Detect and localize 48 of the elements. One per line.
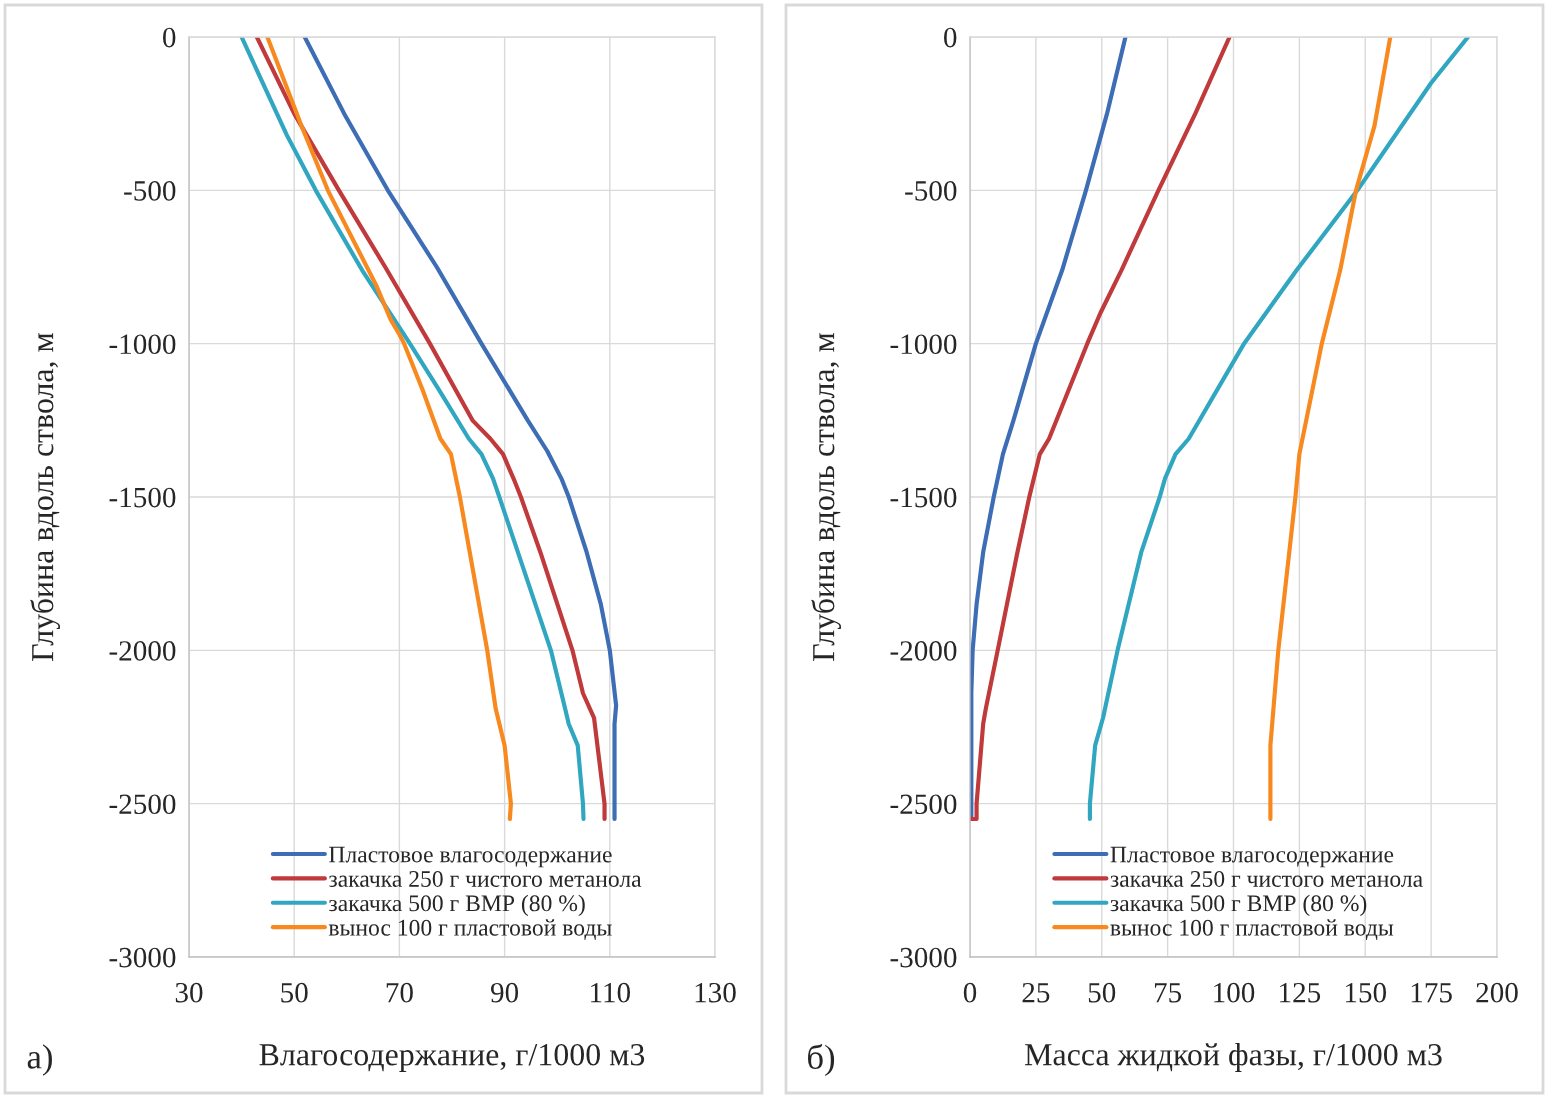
legend-label: закачка 250 г чистого метанола [329,870,642,887]
legend-label: Пластовое влагосодержание [329,846,612,868]
y-tick-label: -2500 [890,794,957,815]
legend-label: закачка 500 г ВМР (80 %) [1110,894,1367,917]
y-tick-label: -1500 [890,487,957,508]
y-tick-label: -2500 [109,794,176,815]
y-tick-label: -1500 [109,487,176,508]
x-tick-label: 70 [386,982,413,1003]
legend-label: закачка 250 г чистого метанола [1110,870,1423,887]
line-series [1087,37,1471,822]
x-tick-label: 50 [1088,982,1116,1003]
y-tick-label: 0 [163,27,176,48]
y-tick-label: -2000 [109,641,176,661]
x-tick-label: 90 [490,982,519,1003]
x-axis-title: Масса жидкой фазы, г/1000 м3 [1025,1043,1442,1072]
text: а) [27,1044,52,1076]
y-axis-title: Глубина вдоль ствола, м [30,332,60,661]
legend-label: закачка 500 г ВМР (80 %) [329,894,585,917]
y-tick-label: -1000 [890,334,957,355]
line-series [265,37,513,822]
x-tick-label: 150 [1345,982,1387,1003]
x-tick-label: 110 [591,982,631,1003]
y-tick-label: -500 [124,181,176,201]
y-tick-label: 0 [944,27,957,48]
x-tick-label: 200 [1476,982,1518,1003]
y-axis-title: Глубина вдоль ствола, м [811,332,841,661]
y-tick-label: -500 [905,181,957,201]
x-tick-label: 125 [1280,982,1321,1003]
legend-label: вынос 100 г пластовой воды [328,919,612,941]
legend-label: Пластовое влагосодержание [1110,846,1394,868]
y-tick-label: -1000 [109,334,176,355]
x-tick-label: 30 [175,982,203,1003]
x-tick-label: 175 [1411,982,1452,1003]
x-tick-label: 0 [963,982,977,1003]
x-axis-title: Влагосодержание, г/1000 м3 [259,1043,645,1072]
line-series [1268,37,1393,822]
y-tick-label: -3000 [109,947,176,968]
x-tick-label: 25 [1022,982,1050,1003]
x-tick-label: 100 [1214,982,1255,1003]
y-tick-label: -3000 [890,947,957,968]
legend-label: вынос 100 г пластовой воды [1110,919,1394,941]
text: б) [808,1043,835,1077]
x-tick-label: 130 [695,982,736,1003]
line-series [970,37,1232,822]
x-tick-label: 75 [1154,983,1182,1003]
y-tick-label: -2000 [890,641,957,661]
x-tick-label: 50 [281,982,308,1003]
line-series [302,37,619,822]
